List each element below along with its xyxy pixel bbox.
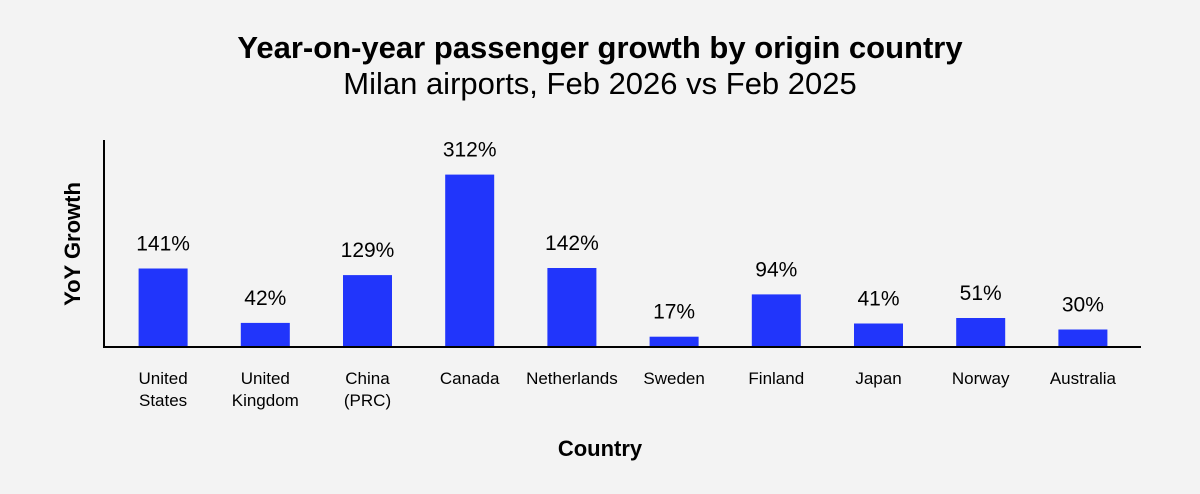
category-label: Norway [952,369,1010,388]
bar-value-label: 94% [755,258,797,281]
chart-title: Year-on-year passenger growth by origin … [237,30,963,65]
category-label: Japan [855,369,901,388]
chart-subtitle: Milan airports, Feb 2026 vs Feb 2025 [343,66,857,101]
bar-value-label: 17% [653,301,695,324]
bar [138,268,188,346]
category-label: United Kingdom [232,369,299,410]
title-block: Year-on-year passenger growth by origin … [0,30,1200,102]
category-label: Australia [1050,369,1117,388]
bar-value-label: 141% [136,233,190,256]
bar [343,275,392,346]
bar [445,174,495,346]
bar [854,323,903,346]
category-label: United States [139,369,188,410]
bar [956,318,1006,346]
x-axis-title: Country [558,436,643,461]
bar [649,336,699,346]
bar [1058,329,1108,346]
bar-value-label: 129% [341,239,395,262]
bar-value-label: 312% [443,139,497,162]
bar [751,294,801,346]
y-axis-title: YoY Growth [60,182,85,306]
bar-value-label: 51% [960,282,1002,305]
bar [240,322,290,346]
category-label: Sweden [643,369,704,388]
bar-value-label: 42% [244,287,286,310]
category-label: Canada [440,369,500,388]
bars-layer: 141% United States 42% United Kingdom 129% Chin… [136,139,1116,410]
bar-value-label: 30% [1062,294,1104,317]
bar [547,268,597,346]
bar-value-label: 142% [545,232,599,255]
category-label: Netherlands [526,369,618,388]
category-label: China (PRC) [344,369,391,410]
bar-value-label: 41% [857,288,899,311]
category-label: Finland [748,369,804,388]
